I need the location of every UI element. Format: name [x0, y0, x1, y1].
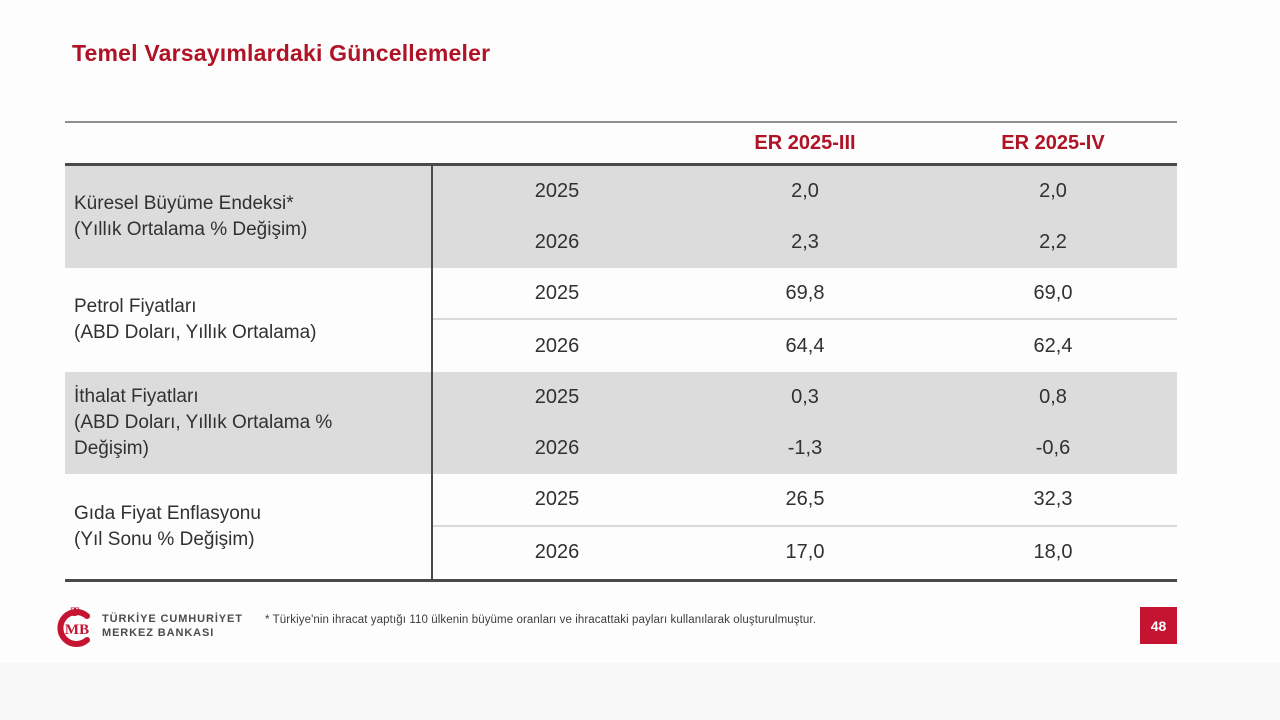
value-cell-er3: 2,3 — [791, 231, 819, 253]
table-group-oil-prices: Petrol Fiyatları (ABD Doları, Yıllık Ort… — [65, 268, 1177, 372]
year-cell: 2026 — [534, 541, 580, 564]
bottom-band — [0, 663, 1280, 720]
year-cell: 2025 — [534, 386, 580, 408]
table-top-rule — [65, 121, 1177, 123]
svg-text:MB: MB — [65, 622, 89, 638]
header-bottom-rule — [65, 163, 1177, 166]
row-label-line: (ABD Doları, Yıllık Ortalama % — [74, 412, 333, 433]
table-bottom-rule — [65, 579, 1177, 582]
row-label-line: İthalat Fiyatları — [74, 386, 199, 407]
bank-name: TÜRKİYE CUMHURİYET MERKEZ BANKASI — [102, 612, 243, 640]
row-label-line: (ABD Doları, Yıllık Ortalama) — [74, 322, 317, 343]
value-cell-er4: 69,0 — [929, 268, 1177, 320]
assumptions-table: ER 2025-III ER 2025-IV Küresel Büyüme En… — [65, 121, 1177, 582]
row-label-line: (Yıl Sonu % Değişim) — [74, 528, 255, 550]
value-cell-er4: 2,2 — [1039, 231, 1067, 253]
year-cell: 2026 — [534, 334, 580, 357]
page-number-badge: 48 — [1140, 607, 1177, 644]
row-label: Küresel Büyüme Endeksi* (Yıllık Ortalama… — [65, 166, 433, 268]
row-label-line: Petrol Fiyatları — [74, 296, 197, 317]
table-group-food-inflation: Gıda Fiyat Enflasyonu (Yıl Sonu % Değişi… — [65, 474, 1177, 579]
row-label-line: Gıda Fiyat Enflasyonu — [74, 502, 261, 524]
year-cell: 2025 — [433, 268, 681, 320]
table-header-row: ER 2025-III ER 2025-IV — [65, 123, 1177, 163]
tcmb-logo-icon: T MB — [57, 604, 90, 647]
row-label-line: Küresel Büyüme Endeksi* — [74, 193, 294, 214]
year-cell: 2025 — [534, 180, 580, 202]
value-cell-er4: 32,3 — [929, 474, 1177, 527]
value-cell-er4: 62,4 — [1033, 334, 1073, 357]
row-label: İthalat Fiyatları (ABD Doları, Yıllık Or… — [65, 372, 433, 474]
value-cell-er4: 18,0 — [1033, 541, 1073, 564]
year-cell: 2025 — [433, 474, 681, 527]
year-cell: 2026 — [534, 437, 580, 459]
value-cell-er3: 2,0 — [791, 180, 819, 202]
slide-title: Temel Varsayımlardaki Güncellemeler — [72, 40, 491, 66]
value-cell-er3: 69,8 — [681, 268, 929, 320]
row-label: Gıda Fiyat Enflasyonu (Yıl Sonu % Değişi… — [65, 474, 433, 579]
value-cell-er3: 0,3 — [791, 386, 819, 408]
value-cell-er3: 17,0 — [785, 541, 825, 564]
column-header-er3: ER 2025-III — [754, 131, 856, 154]
table-group-import-prices: İthalat Fiyatları (ABD Doları, Yıllık Or… — [65, 372, 1177, 474]
value-cell-er3: -1,3 — [787, 437, 823, 459]
column-header-er4: ER 2025-IV — [1001, 131, 1105, 154]
value-cell-er4: -0,6 — [1035, 437, 1071, 459]
year-cell: 2026 — [534, 231, 580, 253]
table-group-global-growth: Küresel Büyüme Endeksi* (Yıllık Ortalama… — [65, 166, 1177, 268]
row-label-line: Değişim) — [74, 438, 149, 459]
value-cell-er4: 2,0 — [1039, 180, 1067, 202]
value-cell-er3: 26,5 — [681, 474, 929, 527]
value-cell-er3: 64,4 — [785, 334, 825, 357]
bank-name-line2: MERKEZ BANKASI — [102, 627, 215, 639]
svg-text:T: T — [71, 604, 80, 619]
value-cell-er4: 0,8 — [1039, 386, 1067, 408]
row-label: Petrol Fiyatları (ABD Doları, Yıllık Ort… — [65, 268, 433, 372]
row-label-line: (Yıllık Ortalama % Değişim) — [74, 219, 308, 240]
bank-name-line1: TÜRKİYE CUMHURİYET — [102, 613, 243, 625]
footnote: * Türkiye'nin ihracat yaptığı 110 ülkeni… — [265, 614, 816, 626]
